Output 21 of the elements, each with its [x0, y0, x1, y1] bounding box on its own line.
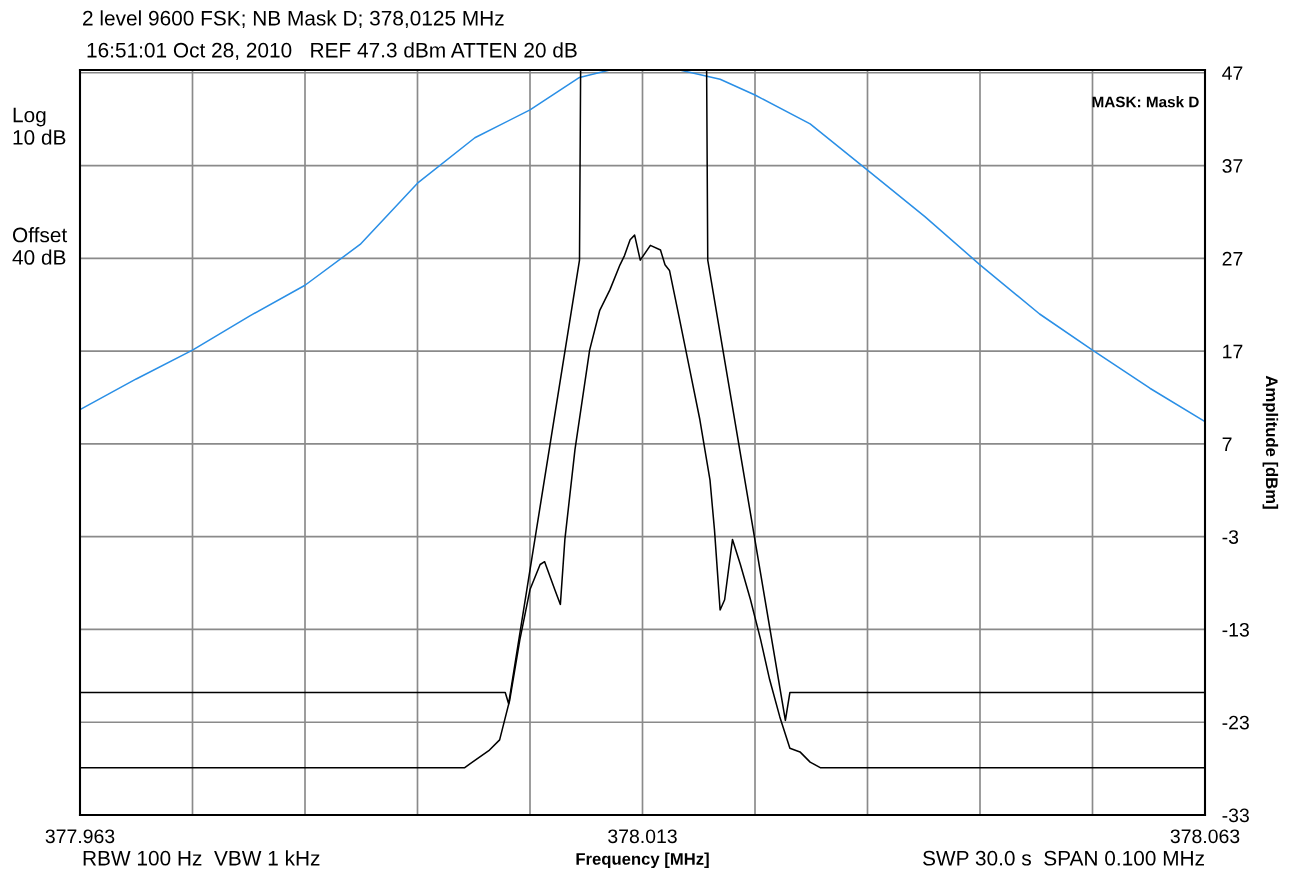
y-tick-label: 27	[1222, 251, 1243, 266]
text: SWP 30.0 s SPAN 0.100 MHz	[923, 850, 1204, 866]
chart-title: 2 level 9600 FSK; NB Mask D; 378,0125 MHz	[83, 10, 504, 29]
y-tick-label: -13	[1222, 622, 1249, 637]
y-axis-title: Amplitude [dBm]	[1262, 375, 1279, 509]
x-tick-label: 378.013	[608, 829, 677, 844]
text: RBW 100 Hz VBW 1 kHz	[83, 850, 320, 866]
y-tick-label: 37	[1222, 159, 1243, 173]
annotation: MASK: Mask D	[1092, 96, 1199, 108]
y-tick-label: -33	[1222, 808, 1249, 823]
x-tick-label: 377.963	[45, 829, 115, 844]
y-tick-label: 17	[1223, 344, 1243, 359]
x-axis-title: Frequency [MHz]	[576, 852, 709, 869]
y-tick-label: 7	[1222, 437, 1232, 451]
text: Offset 40 dB	[12, 227, 68, 265]
y-tick-label: 47	[1222, 66, 1243, 80]
chart-subtitle: 16:51:01 Oct 28, 2010 REF 47.3 dBm ATTEN 20 dB	[87, 42, 577, 61]
text: Log 10 dB	[13, 107, 66, 145]
y-tick-label: -23	[1222, 715, 1249, 730]
x-tick-label: 378.063	[1170, 829, 1240, 844]
y-tick-label: -3	[1222, 530, 1239, 544]
